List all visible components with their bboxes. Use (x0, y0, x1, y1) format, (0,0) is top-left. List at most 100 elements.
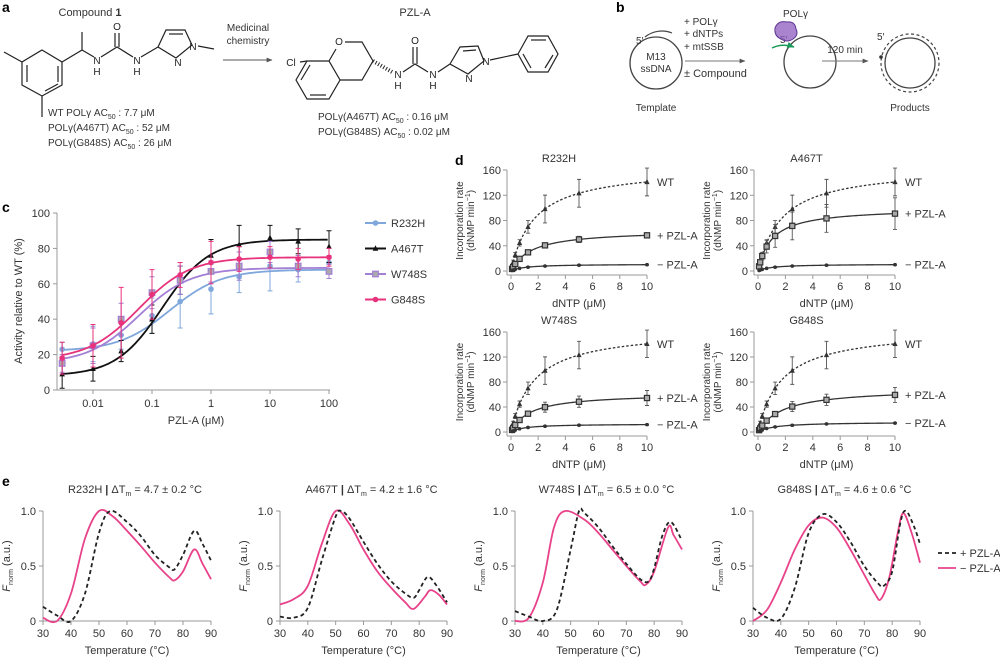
y-tick-label: 100 (32, 208, 50, 220)
ac50-subscript: 50 (396, 118, 404, 125)
ac50-line: POLγ(A467T) AC50 : 52 μM (48, 123, 170, 136)
fit-curve (62, 268, 328, 351)
data-point (790, 423, 795, 428)
atom-label: N (174, 58, 181, 69)
ac50-subscript: 50 (397, 133, 405, 140)
five-prime-label-3: 5′ (877, 32, 885, 43)
synthesis-arrow-icon (771, 42, 795, 49)
x-tick-label: 0 (508, 442, 514, 454)
x-tick-label: 8 (865, 442, 871, 454)
ylabel-unit: (a.u.) (473, 540, 485, 569)
replication-circle (783, 35, 837, 89)
compound1-structure: O N H N H N N (3, 22, 215, 117)
y-tick-label: 0 (44, 385, 50, 397)
data-point (326, 254, 332, 261)
series-plus-pzla: + PZL-A (755, 197, 946, 272)
x-axis-label: dNTP (μM) (800, 298, 854, 310)
data-point (773, 425, 777, 429)
data-point (236, 256, 242, 262)
x-tick-label: 90 (441, 628, 453, 640)
data-point (759, 412, 765, 419)
y-tick-label: 0 (495, 266, 501, 278)
unit-text: (dNMP min (713, 201, 724, 251)
data-point (577, 263, 581, 268)
plus-pzla-curve (514, 507, 683, 623)
x-axis-label: Temperature (°C) (321, 645, 405, 657)
plus-pzla-curve (752, 509, 921, 623)
ac50-line: POLγ(G848S) AC50 : 0.02 μM (318, 127, 450, 140)
y-tick-label: 80 (489, 377, 501, 389)
compound1-title-text: Compound (59, 7, 116, 19)
y-tick-label: 0 (740, 616, 746, 628)
reagent-dntps: + dNTPs (684, 29, 723, 40)
ac50-prefix: WT POLγ AC (48, 108, 108, 119)
data-point (575, 398, 583, 405)
data-point (177, 298, 183, 305)
x-tick-label: 10 (889, 281, 901, 293)
data-point (771, 410, 779, 418)
data-point (90, 365, 96, 372)
series-g848s (59, 240, 332, 375)
title-separator: | (578, 484, 581, 496)
data-point (541, 403, 549, 411)
y-tick-label: 40 (736, 402, 748, 414)
data-point (517, 266, 522, 271)
data-point (644, 340, 650, 346)
x-tick-label: 100 (320, 398, 338, 410)
fit-curve (61, 267, 328, 360)
x-tick-label: 4 (562, 442, 568, 454)
x-tick-label: 0.01 (82, 398, 103, 410)
y-tick-label: 0 (30, 616, 36, 628)
panel-b: 5′ M13 ssDNA Template + POLγ + dNTPs + m… (629, 9, 940, 114)
subplot-a467t: 0 40 80 120 160 0 2 4 6 8 10 dNTP (μM) A467T Incorpor… (702, 153, 946, 310)
data-point (892, 178, 898, 185)
data-point (823, 396, 830, 404)
dtm-value: = 4.2 ± 1.6 °C (367, 484, 438, 496)
series-minus-pzla: − PZL-A (757, 260, 946, 273)
arrow-label-line1: Medicinal (227, 23, 269, 34)
arrow-label-line2: chemistry (227, 36, 270, 47)
atom-label: N (93, 56, 100, 67)
data-point (763, 417, 770, 424)
panel-label-b: b (616, 0, 625, 15)
x-tick-label: 4 (562, 281, 568, 293)
subplot-r232h: 0 40 80 120 160 0 2 4 6 8 10 dNTP (μM) R232H Incorpor… (455, 153, 698, 310)
data-point (525, 385, 531, 391)
y-tick-label: 0.5 (493, 561, 508, 573)
x-tick-label: 60 (357, 628, 369, 640)
ylabel-sub: norm (245, 569, 252, 585)
dtm-subscript: m (361, 491, 367, 498)
enzyme-label: POLγ (783, 9, 808, 20)
x-tick-label: 90 (676, 628, 688, 640)
ac50-line: POLγ(A467T) AC50 : 0.16 μM (318, 112, 448, 125)
x-tick-label: 80 (886, 628, 898, 640)
subplot-title: G848S (789, 315, 823, 327)
x-tick-label: 6 (590, 442, 596, 454)
unit-close: ) (466, 351, 477, 354)
dtm-subscript: m (598, 491, 604, 498)
data-point (267, 234, 273, 241)
data-point (759, 252, 766, 260)
data-point (789, 403, 796, 410)
data-point (764, 266, 769, 271)
ac50-prefix: POLγ(G848S) AC (48, 138, 127, 149)
x-tick-label: 0 (755, 281, 761, 293)
subplot-title: W748S (541, 315, 577, 327)
x-tick-label: 70 (149, 628, 161, 640)
product-circle (884, 37, 936, 89)
y-tick-label: 0 (495, 427, 501, 439)
x-tick-label: 2 (535, 281, 541, 293)
x-tick-label: 50 (330, 628, 342, 640)
unit-text: (dNMP min (466, 363, 477, 413)
data-point (524, 249, 532, 256)
x-tick-label: 30 (274, 628, 286, 640)
fit-curve (62, 238, 328, 375)
data-point (208, 259, 214, 266)
series-wt: WT (756, 167, 922, 272)
subplot-title: G848S | ΔTm = 4.6 ± 0.6 °C (778, 484, 912, 498)
dtm-symbol: ΔT (584, 484, 598, 496)
panel-c-chart: 0 20 40 60 80 100 0.01 0.1 1 10 100 PZL-A (μM) Activ… (13, 208, 427, 427)
y-tick-label: 1.0 (21, 506, 36, 518)
data-point (541, 242, 549, 249)
